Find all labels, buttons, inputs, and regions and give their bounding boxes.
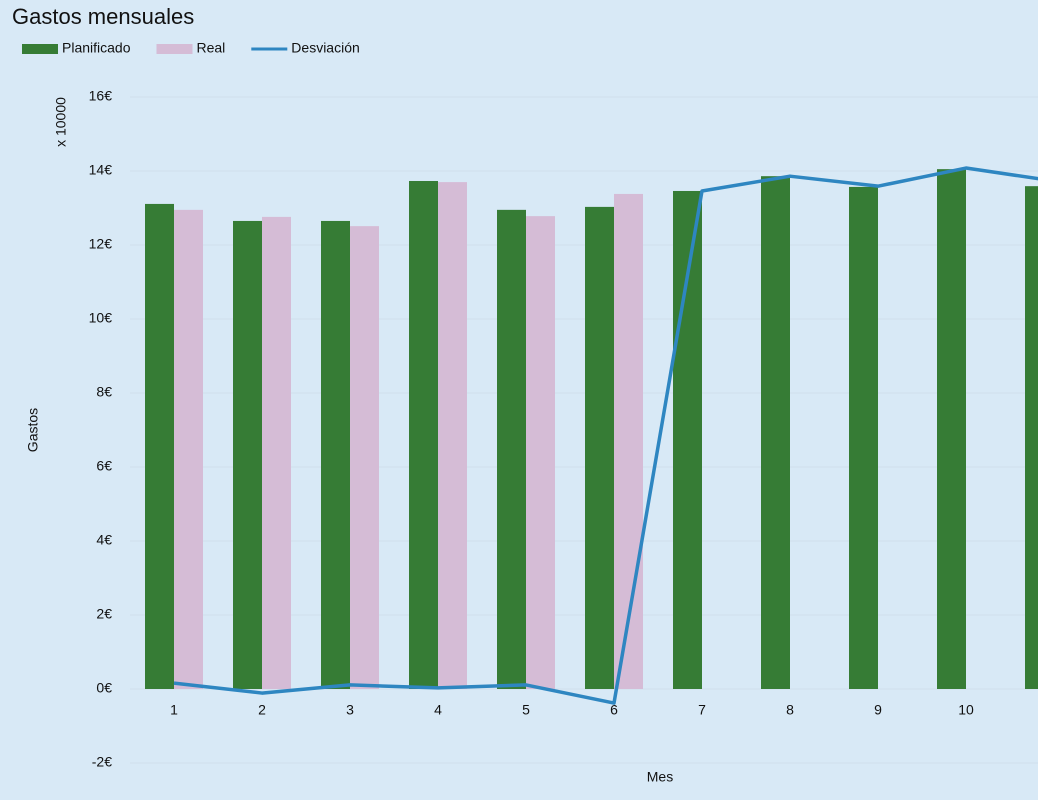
x-tick-label: 6 [610,702,618,718]
y-tick-label: 10€ [89,310,113,326]
x-tick-label: 7 [698,702,706,718]
y-tick-label: 4€ [96,532,112,548]
bar [497,209,526,689]
x-tick-label: 10 [958,702,974,718]
x-tick-label: 9 [874,702,882,718]
y-axis-label: Gastos [25,408,41,452]
bar [761,176,790,689]
bar [438,182,467,689]
bar [409,180,438,690]
x-tick-label: 2 [258,702,266,718]
bar [321,220,350,689]
x-tick-label: 4 [434,702,442,718]
legend-label: Real [197,40,226,56]
y-tick-label: 14€ [89,162,113,178]
x-tick-label: 3 [346,702,354,718]
y-tick-label: 6€ [96,458,112,474]
legend-swatch [156,44,193,54]
bar [614,193,643,689]
bar [526,216,555,689]
x-tick-label: 5 [522,702,530,718]
bar [233,220,262,689]
y-tick-label: 2€ [96,606,112,622]
bar [350,226,379,689]
legend-swatch [22,44,58,54]
legend-label: Desviación [291,40,359,56]
bar [145,203,174,689]
x-tick-label: 1 [170,702,178,718]
chart-title: Gastos mensuales [12,4,194,29]
bar [585,206,614,689]
line [173,166,1038,705]
bar [262,216,291,689]
bar [937,169,966,689]
legend-label: Planificado [62,40,131,56]
y-tick-label: 0€ [96,680,112,696]
y-unit-note: x 10000 [53,97,69,147]
bar [849,186,878,689]
x-tick-label: 8 [786,702,794,718]
y-tick-label: 16€ [89,88,113,104]
bar [1025,186,1038,690]
y-tick-label: -2€ [92,754,112,770]
x-axis-label: Mes [647,769,673,785]
y-tick-label: 12€ [89,236,113,252]
y-tick-label: 8€ [96,384,112,400]
bar [174,209,203,689]
